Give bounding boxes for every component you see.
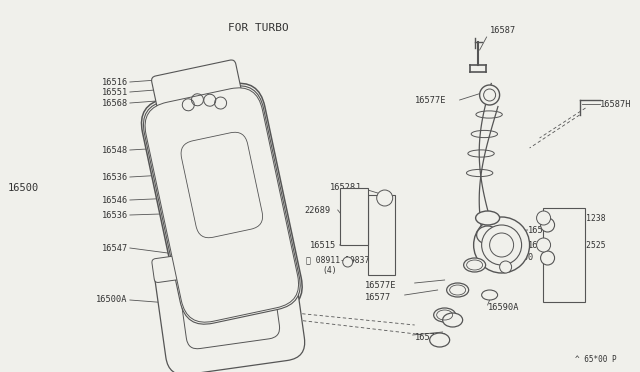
Circle shape	[343, 257, 353, 267]
Text: 08363-B2525: 08363-B2525	[552, 241, 606, 250]
Circle shape	[536, 211, 550, 225]
Ellipse shape	[477, 226, 499, 244]
FancyBboxPatch shape	[195, 259, 284, 318]
FancyBboxPatch shape	[155, 245, 305, 372]
Text: 08363-61238: 08363-61238	[552, 214, 606, 222]
Text: 16587: 16587	[490, 26, 516, 35]
Text: (2): (2)	[563, 250, 577, 259]
Text: N: N	[343, 260, 346, 264]
FancyBboxPatch shape	[191, 244, 282, 303]
Text: 22680: 22680	[508, 253, 534, 263]
Ellipse shape	[447, 283, 468, 297]
FancyBboxPatch shape	[170, 115, 274, 255]
Text: S: S	[546, 256, 550, 260]
Circle shape	[541, 251, 555, 265]
Text: 16551: 16551	[102, 87, 128, 96]
FancyBboxPatch shape	[188, 229, 278, 288]
Text: 22684: 22684	[557, 270, 584, 279]
Ellipse shape	[434, 308, 456, 322]
Circle shape	[500, 261, 511, 273]
Circle shape	[377, 190, 393, 206]
Text: S: S	[541, 243, 545, 247]
Text: 16590A: 16590A	[488, 304, 519, 312]
Circle shape	[474, 217, 529, 273]
Text: 16515: 16515	[310, 241, 336, 250]
Text: 16577: 16577	[365, 292, 391, 301]
Text: 16564: 16564	[555, 263, 581, 273]
FancyBboxPatch shape	[152, 60, 242, 113]
Circle shape	[541, 218, 555, 232]
Text: (4): (4)	[323, 266, 337, 275]
Text: 16528J: 16528J	[330, 183, 361, 192]
Text: S: S	[546, 222, 550, 228]
Text: 16536: 16536	[102, 211, 128, 219]
Ellipse shape	[476, 211, 500, 225]
Text: Ⓝ 08911-10837: Ⓝ 08911-10837	[306, 256, 369, 264]
Text: 16546: 16546	[102, 196, 128, 205]
Polygon shape	[340, 188, 368, 245]
Text: (3): (3)	[563, 222, 577, 231]
Text: 16568: 16568	[102, 99, 128, 108]
FancyBboxPatch shape	[143, 86, 300, 324]
FancyBboxPatch shape	[179, 128, 266, 242]
Polygon shape	[368, 195, 395, 275]
FancyBboxPatch shape	[543, 208, 584, 302]
Ellipse shape	[463, 258, 486, 272]
FancyBboxPatch shape	[141, 83, 302, 327]
Text: ^ 65*00 P: ^ 65*00 P	[575, 356, 616, 365]
Text: 16577E: 16577E	[415, 333, 446, 341]
FancyBboxPatch shape	[145, 88, 299, 322]
Text: 16500A: 16500A	[97, 295, 128, 305]
Text: 16578: 16578	[527, 225, 554, 234]
Text: S: S	[541, 215, 545, 221]
Ellipse shape	[443, 313, 463, 327]
Text: 22689: 22689	[305, 205, 331, 215]
Circle shape	[479, 85, 500, 105]
Circle shape	[482, 225, 522, 265]
Text: 16547: 16547	[102, 244, 128, 253]
FancyBboxPatch shape	[173, 119, 271, 251]
Text: 16500: 16500	[8, 183, 39, 193]
Text: FOR TURBO: FOR TURBO	[228, 23, 289, 33]
Ellipse shape	[429, 333, 450, 347]
FancyBboxPatch shape	[152, 254, 194, 282]
Text: 16587H: 16587H	[600, 99, 631, 109]
Ellipse shape	[482, 290, 498, 300]
FancyBboxPatch shape	[185, 215, 275, 274]
Text: 14058S: 14058S	[192, 321, 222, 330]
Text: FED: FED	[192, 330, 207, 339]
Text: 16577E: 16577E	[527, 241, 559, 250]
Text: 16577E: 16577E	[415, 96, 446, 105]
Circle shape	[536, 238, 550, 252]
FancyBboxPatch shape	[180, 271, 280, 349]
Text: 16548: 16548	[102, 145, 128, 154]
Text: 16536: 16536	[102, 173, 128, 182]
FancyBboxPatch shape	[181, 132, 262, 238]
Text: 16516: 16516	[102, 77, 128, 87]
Text: 16577E: 16577E	[365, 280, 396, 289]
FancyBboxPatch shape	[175, 124, 268, 246]
